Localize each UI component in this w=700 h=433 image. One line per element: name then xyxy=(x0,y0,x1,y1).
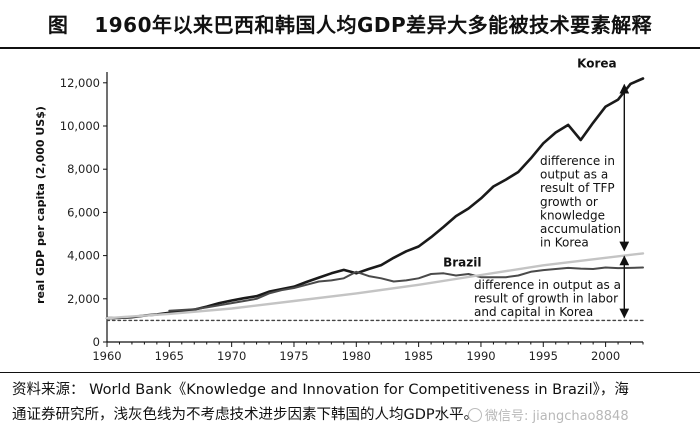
y-tick-label: 0 xyxy=(93,335,100,349)
y-tick-label: 12,000 xyxy=(60,76,100,90)
x-tick-label: 1990 xyxy=(466,349,495,363)
tfp-annotation-line: difference in xyxy=(540,154,615,168)
x-tick-label: 1980 xyxy=(342,349,371,363)
y-tick-label: 8,000 xyxy=(67,162,100,176)
korea-no-tfp-line xyxy=(105,252,645,320)
line-chart: 0 2,000 4,000 6,000 8,000 10,000 12,000 1960 196… xyxy=(34,57,645,363)
figure-title: 图 1960年以来巴西和韩国人均GDP差异大多能被技术要素解释 xyxy=(0,0,700,46)
watermark: 微信号: jiangchao8848 xyxy=(468,405,629,424)
top-rule xyxy=(0,47,700,49)
x-tick-label: 2000 xyxy=(591,349,620,363)
bottom-rule xyxy=(0,372,700,373)
source-line-1: 资料来源： World Bank《Knowledge and Innovatio… xyxy=(12,382,629,398)
tfp-annotation-line: knowledge xyxy=(540,208,605,222)
wechat-icon xyxy=(468,408,482,422)
tfp-annotation-line: accumulation xyxy=(540,222,621,236)
brazil-series-label: Brazil xyxy=(443,255,481,269)
capital-annotation-line: and capital in Korea xyxy=(474,305,593,319)
tfp-annotation-line: output as a xyxy=(540,168,608,182)
capital-annotation-line: result of growth in labor xyxy=(474,292,618,306)
tfp-annotation-line: in Korea xyxy=(540,236,589,250)
brazil-line xyxy=(168,266,644,312)
y-axis-label: real GDP per capita (2,000 US$) xyxy=(34,106,47,304)
capital-annotation-line: difference in output as a xyxy=(474,278,621,292)
x-tick-label: 1970 xyxy=(217,349,246,363)
tfp-annotation-line: growth or xyxy=(540,195,598,209)
source-note: 资料来源： World Bank《Knowledge and Innovatio… xyxy=(12,378,692,428)
y-tick-label: 2,000 xyxy=(67,292,100,306)
x-tick-label: 1965 xyxy=(155,349,184,363)
x-tick-label: 1995 xyxy=(529,349,558,363)
y-tick-label: 10,000 xyxy=(60,119,100,133)
x-tick-label: 1960 xyxy=(92,349,121,363)
watermark-text: 微信号: jiangchao8848 xyxy=(485,409,629,424)
tfp-annotation-line: result of TFP xyxy=(540,181,615,195)
source-line-2: 通证券研究所，浅灰色线为不考虑技术进步因素下韩国的人均GDP水平。 xyxy=(12,407,479,423)
figure-title-text: 1960年以来巴西和韩国人均GDP差异大多能被技术要素解释 xyxy=(94,12,653,37)
y-tick-label: 4,000 xyxy=(67,249,100,263)
x-tick-label: 1975 xyxy=(279,349,308,363)
y-tick-label: 6,000 xyxy=(67,205,100,219)
figure-marker: 图 xyxy=(47,12,69,37)
korea-series-label: Korea xyxy=(577,57,617,71)
x-tick-label: 1985 xyxy=(404,349,433,363)
